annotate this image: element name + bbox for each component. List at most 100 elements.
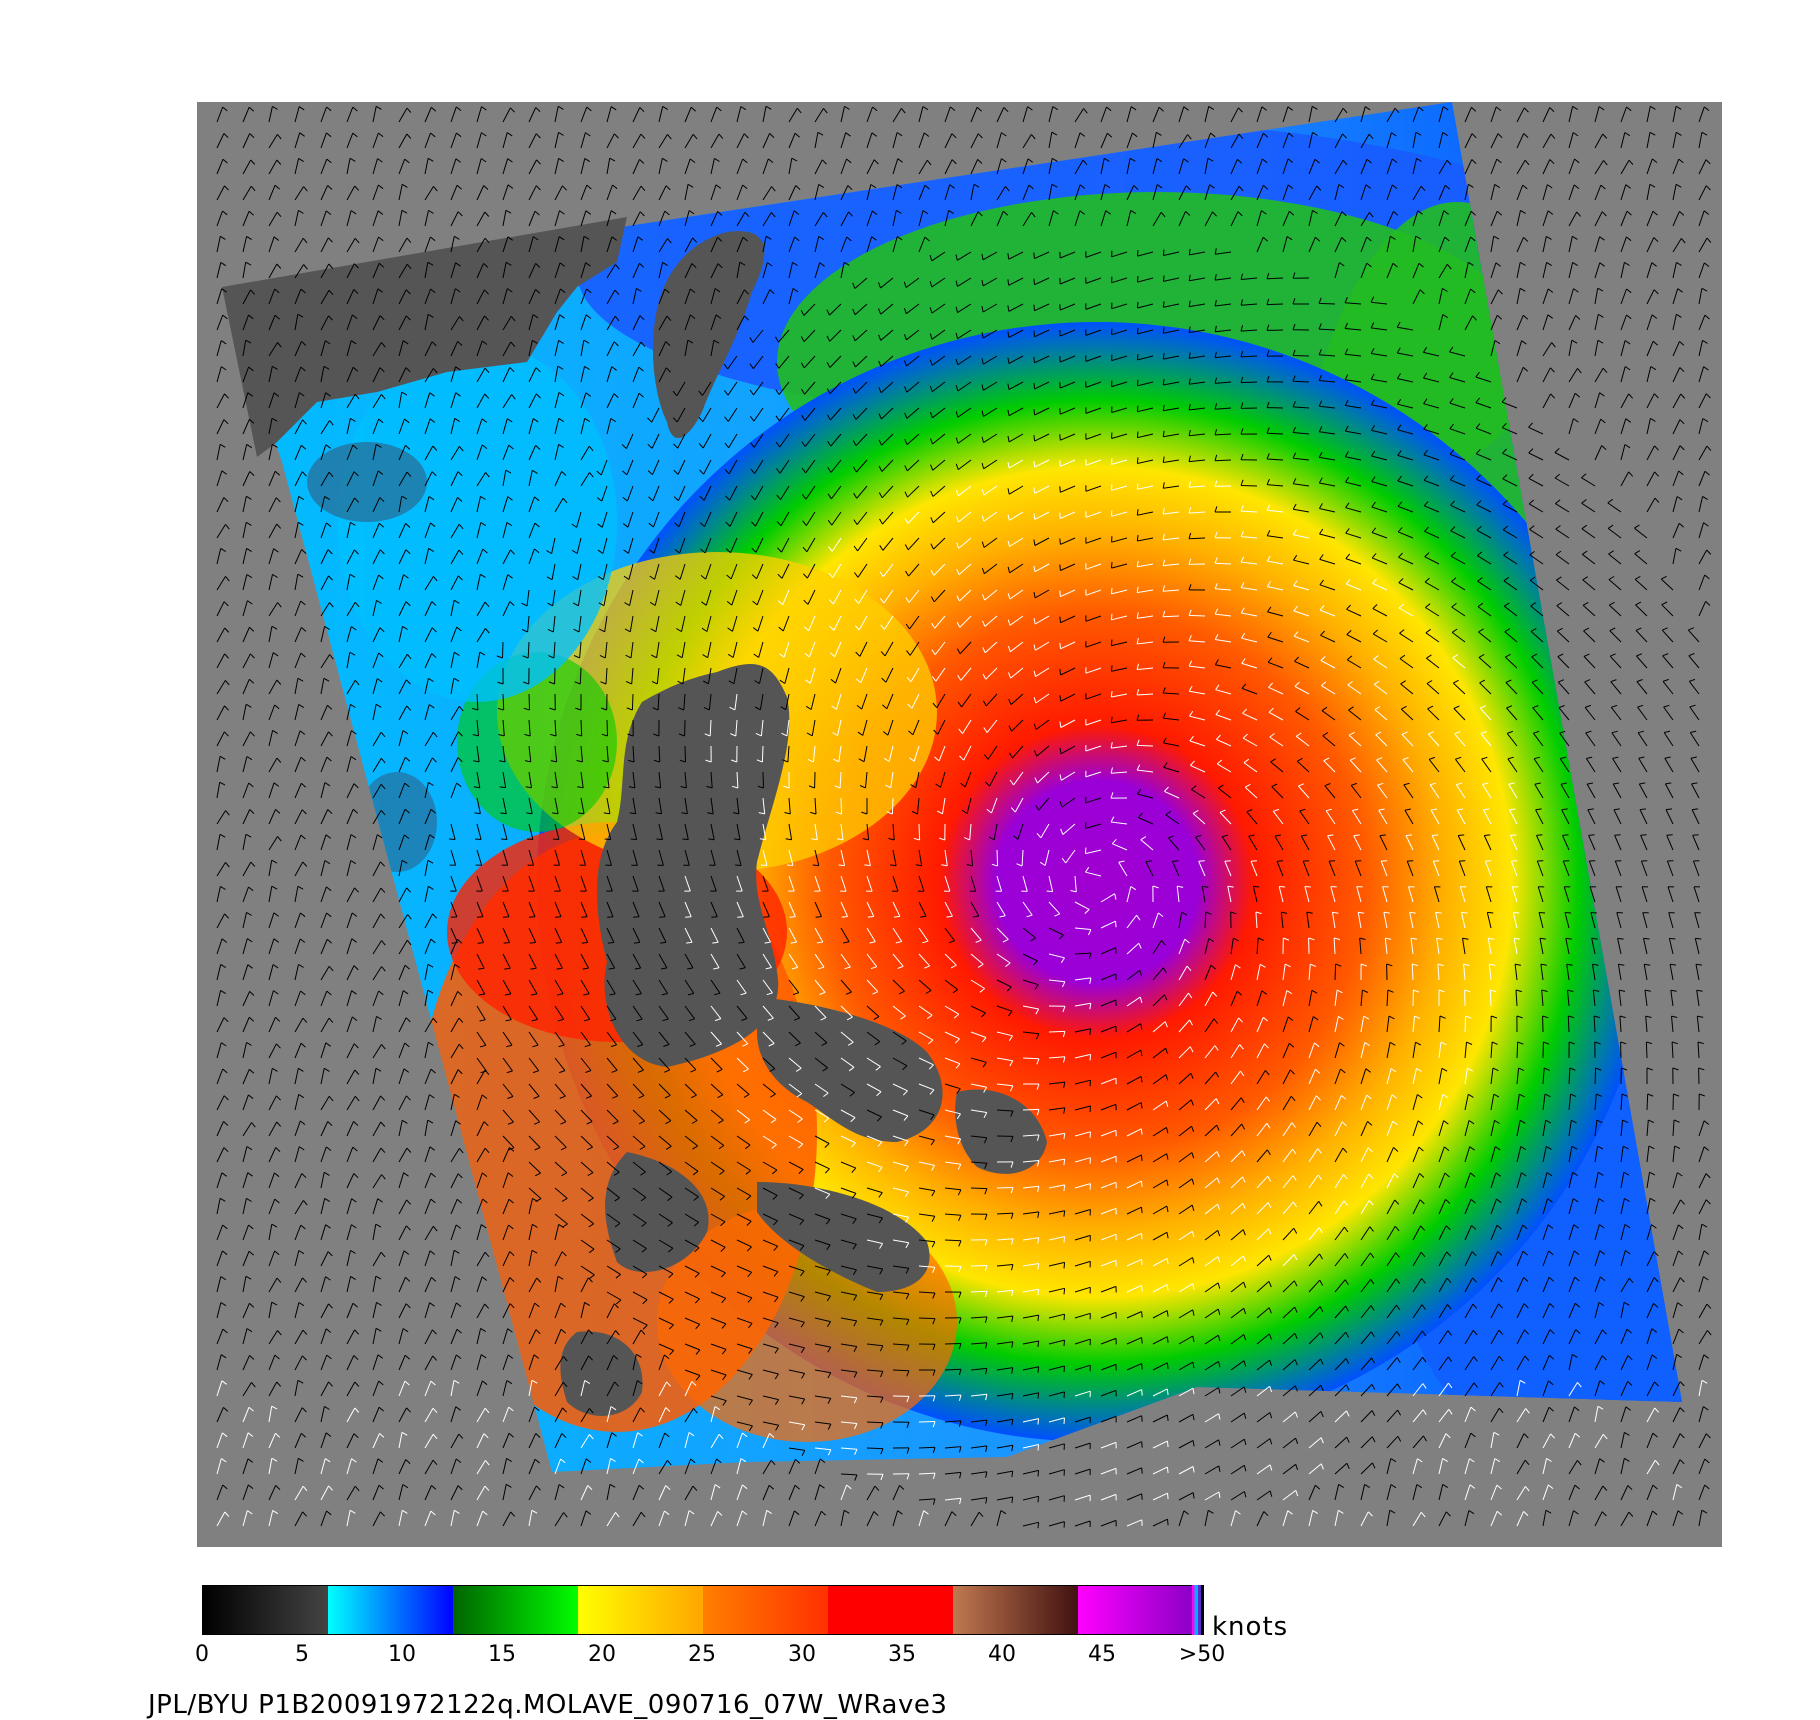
wind-barb-tick xyxy=(1227,885,1234,888)
wind-barb xyxy=(450,341,459,357)
wind-barb-tick xyxy=(1643,937,1650,940)
wind-barb-tick xyxy=(457,211,463,217)
wind-barb-tick xyxy=(1622,1145,1629,1150)
wind-barb xyxy=(1646,445,1655,461)
wind-barb xyxy=(658,367,667,383)
wind-barb-tick xyxy=(509,367,515,373)
wind-barb xyxy=(294,757,302,773)
wind-barb xyxy=(987,745,998,760)
wind-barb xyxy=(1386,184,1393,201)
wind-barb xyxy=(1438,1094,1444,1111)
wind-barb-tick xyxy=(585,210,591,215)
wind-barb-tick xyxy=(1520,209,1526,214)
wind-barb-tick xyxy=(801,441,806,447)
wind-barb xyxy=(1293,635,1310,643)
wind-barb xyxy=(606,849,612,866)
wind-barb-tick xyxy=(955,358,959,365)
wind-barb-tick xyxy=(673,469,679,475)
wind-barb-tick xyxy=(1104,184,1111,189)
wind-barb-tick xyxy=(1136,560,1139,567)
wind-barb xyxy=(502,797,507,814)
wind-barb xyxy=(1438,1199,1446,1215)
wind-barb-tick xyxy=(714,288,721,293)
wind-barb xyxy=(320,1042,327,1059)
wind-barb xyxy=(1372,557,1388,565)
wind-barb xyxy=(1646,158,1653,175)
wind-barb-tick xyxy=(878,439,883,446)
wind-barb xyxy=(996,1005,1013,1012)
wind-barb-tick xyxy=(1188,404,1191,411)
wind-barb xyxy=(1400,708,1414,721)
wind-barb xyxy=(658,1083,671,1096)
wind-barb xyxy=(1204,1045,1216,1059)
wind-barb-tick xyxy=(878,1217,883,1224)
wind-barb-tick xyxy=(298,209,304,214)
wind-barb xyxy=(1282,1122,1293,1137)
wind-barb-tick xyxy=(303,186,308,192)
wind-barb xyxy=(759,693,764,710)
wind-barb-tick xyxy=(1137,788,1142,795)
wind-barb xyxy=(606,184,613,201)
wind-barb-tick xyxy=(1138,812,1143,818)
wind-barb-tick xyxy=(901,1040,907,1045)
wind-barb-tick xyxy=(1520,1146,1527,1151)
wind-barb xyxy=(502,1083,514,1097)
wind-barb xyxy=(1009,563,1024,574)
wind-barb xyxy=(216,756,221,773)
wind-barb xyxy=(1137,615,1154,619)
wind-barb xyxy=(1490,236,1495,253)
wind-barb-tick xyxy=(1033,304,1035,311)
wind-barb xyxy=(959,615,972,628)
wind-barb xyxy=(892,1161,909,1167)
wind-barb xyxy=(1412,210,1419,227)
wind-barb xyxy=(1620,262,1625,279)
wind-barb-tick xyxy=(1495,106,1502,111)
wind-barb xyxy=(1085,589,1102,596)
wind-barb-tick xyxy=(1105,210,1111,215)
wind-barb xyxy=(762,901,770,917)
wind-barb-tick xyxy=(402,730,409,735)
wind-barb xyxy=(1371,301,1388,305)
wind-barb-tick xyxy=(1059,616,1061,623)
wind-barb xyxy=(840,1213,857,1220)
wind-barb-tick xyxy=(1375,731,1382,736)
wind-barb xyxy=(814,212,824,227)
wind-barb-tick xyxy=(1468,183,1474,188)
wind-barb xyxy=(732,615,738,632)
wind-barb xyxy=(1457,835,1466,851)
wind-barb xyxy=(1397,505,1414,513)
wind-barb xyxy=(294,1094,300,1111)
wind-barb xyxy=(528,211,536,227)
wind-barb xyxy=(216,964,222,981)
wind-barb-tick xyxy=(1584,704,1591,708)
wind-barb-tick xyxy=(1168,835,1175,839)
wind-barb-tick xyxy=(325,340,331,345)
wind-barb-tick xyxy=(1367,1147,1373,1153)
wind-barb-tick xyxy=(535,393,541,399)
wind-barb xyxy=(1347,684,1362,695)
wind-barb xyxy=(346,602,356,617)
wind-barb-tick xyxy=(1033,408,1036,416)
wind-barb xyxy=(294,886,299,903)
wind-barb xyxy=(1215,613,1232,617)
wind-barb xyxy=(554,444,560,461)
wind-barb-tick xyxy=(559,1095,566,1099)
wind-barb xyxy=(1464,1120,1470,1137)
wind-barb xyxy=(866,1213,883,1219)
wind-barb-tick xyxy=(248,678,255,684)
wind-barb-tick xyxy=(956,542,960,549)
wind-barb-tick xyxy=(1371,553,1377,559)
wind-barb xyxy=(1137,793,1154,799)
wind-barb-tick xyxy=(893,915,900,918)
wind-barb xyxy=(1126,1154,1142,1163)
wind-barb-tick xyxy=(1681,238,1686,244)
wind-barb xyxy=(320,1146,327,1163)
wind-barb-tick xyxy=(1444,236,1450,242)
wind-barb xyxy=(1137,381,1154,387)
wind-barb xyxy=(736,875,743,892)
wind-barb xyxy=(1074,1157,1091,1163)
wind-barb xyxy=(1506,733,1518,747)
wind-barb-tick xyxy=(584,417,590,423)
wind-barb-tick xyxy=(655,812,662,815)
wind-barb-tick xyxy=(402,990,409,995)
